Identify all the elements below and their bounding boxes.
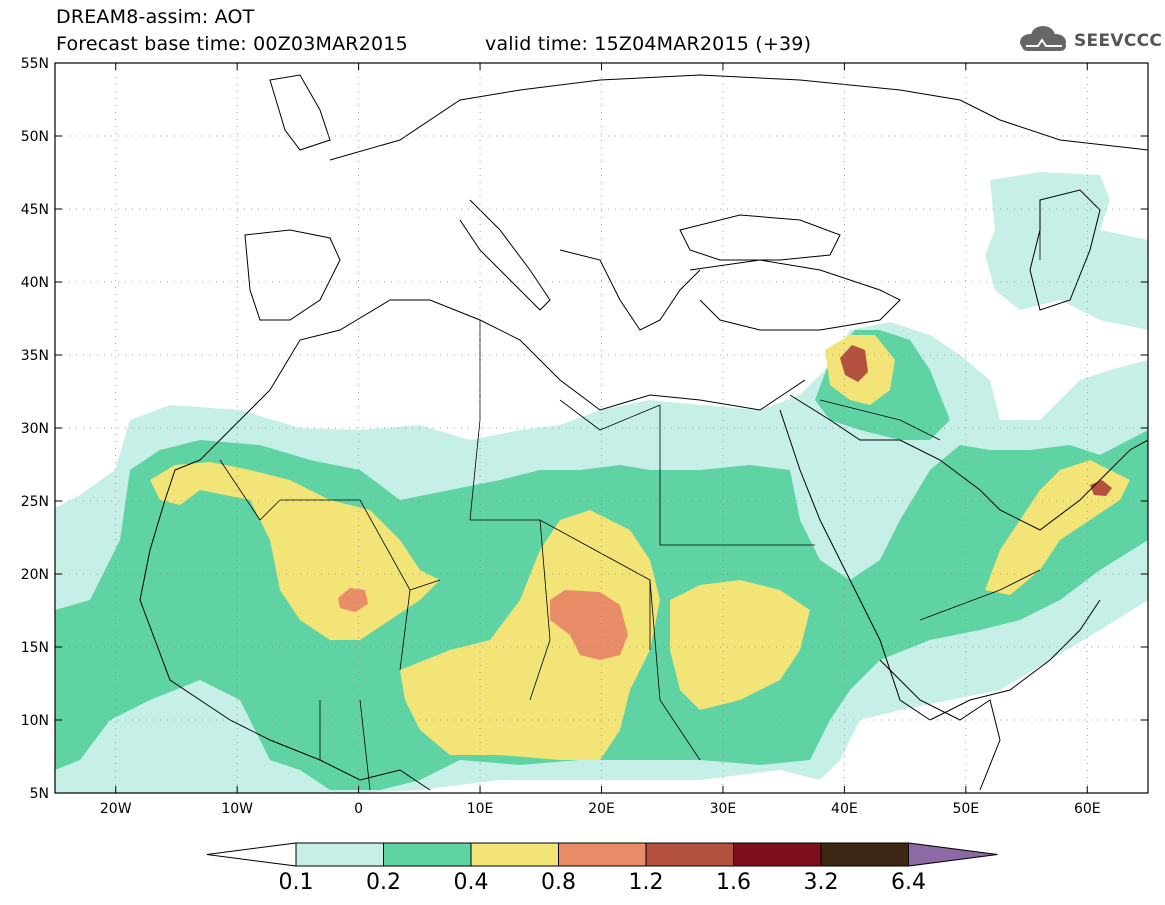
lat-label: 50N <box>21 129 49 145</box>
lat-label: 10N <box>21 713 49 729</box>
lat-label: 15N <box>21 640 49 656</box>
lon-labels: 20W 10W 0 10E 20E 30E 40E 50E 60E <box>100 801 1101 817</box>
colorbar-label: 0.4 <box>453 870 489 895</box>
lon-label: 60E <box>1074 801 1101 817</box>
lat-labels: 55N 50N 45N 40N 35N 30N 25N 20N 15N 10N 5N <box>21 56 49 802</box>
aot-contour-0.4-west <box>150 462 440 640</box>
lat-label: 30N <box>21 421 49 437</box>
lon-label: 10E <box>467 801 494 817</box>
map-title: DREAM8-assim: AOT <box>56 6 255 28</box>
lon-label: 30E <box>710 801 737 817</box>
colorbar-label: 0.2 <box>366 870 401 895</box>
colorbar-segment <box>645 842 734 867</box>
aot-contour-0.4-sudan <box>670 580 810 710</box>
logo <box>1020 26 1066 51</box>
colorbar-lower-arrow <box>206 842 297 867</box>
lon-label: 0 <box>354 801 363 817</box>
lon-label: 20E <box>588 801 615 817</box>
colorbar-label: 0.1 <box>278 870 314 895</box>
gridlines <box>55 63 1148 793</box>
aot-contour-0.4-central <box>400 510 660 760</box>
coastlines <box>139 74 1148 791</box>
logo-text: SEEVCCC <box>1074 31 1163 51</box>
cloud-icon <box>1020 26 1066 51</box>
colorbar-segment <box>383 842 472 867</box>
aot-contour-1.2-iraq <box>840 345 868 382</box>
country-borders <box>219 200 1041 791</box>
colorbar-segment <box>295 842 384 867</box>
aot-contour-0.8-chad <box>550 590 628 660</box>
colorbar-label: 1.6 <box>716 870 751 895</box>
colorbar-upper-arrow <box>908 842 998 867</box>
aot-contour-0.8-mali <box>338 588 368 612</box>
colorbar-label: 6.4 <box>891 870 926 895</box>
lat-label: 25N <box>21 494 49 510</box>
colorbar-label: 3.2 <box>803 870 839 895</box>
colorbar-segment <box>470 842 559 867</box>
lat-label: 5N <box>30 786 49 802</box>
aot-contour-0.1-caspian <box>985 172 1148 330</box>
lon-label: 50E <box>952 801 979 817</box>
lon-label: 40E <box>831 801 858 817</box>
aot-fields <box>55 172 1148 793</box>
colorbar-segment <box>558 842 647 867</box>
lon-label: 20W <box>100 801 132 817</box>
lat-label: 20N <box>21 567 49 583</box>
colorbar-label: 1.2 <box>628 870 664 895</box>
colorbar-segment <box>733 842 822 867</box>
lat-label: 55N <box>21 56 49 72</box>
valid-time: valid time: 15Z04MAR2015 (+39) <box>485 33 812 55</box>
colorbar-label: 0.8 <box>541 870 576 895</box>
lat-label: 40N <box>21 275 49 291</box>
lat-label: 35N <box>21 348 49 364</box>
forecast-base-time: Forecast base time: 00Z03MAR2015 <box>56 33 408 55</box>
colorbar <box>206 842 998 867</box>
lat-label: 45N <box>21 202 49 218</box>
colorbar-segment <box>820 842 909 867</box>
map-ticks <box>55 62 1148 794</box>
lon-label: 10W <box>221 801 253 817</box>
